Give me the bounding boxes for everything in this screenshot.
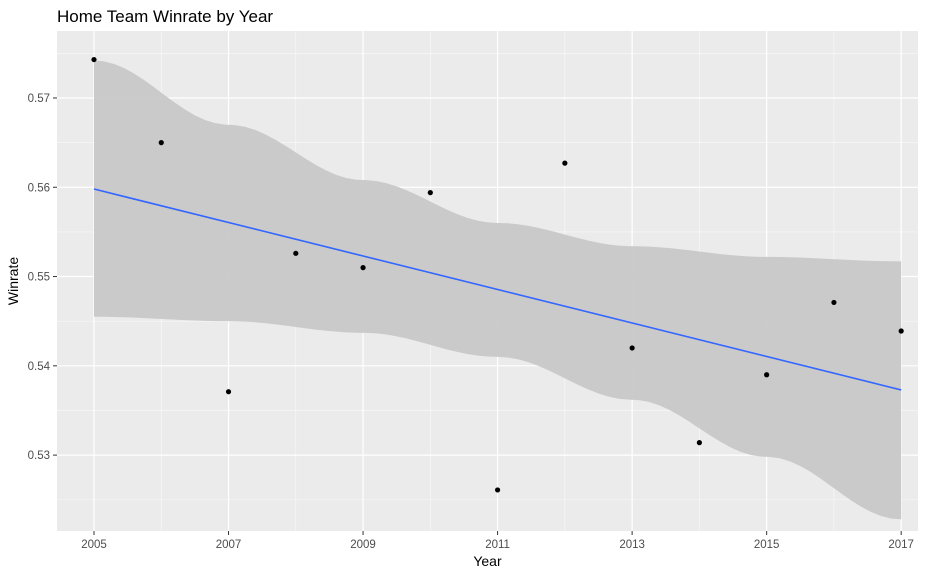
chart-title: Home Team Winrate by Year — [57, 7, 273, 26]
data-point — [898, 328, 904, 334]
data-point — [562, 160, 568, 166]
data-point — [494, 487, 501, 493]
x-tick-label: 2013 — [619, 539, 645, 551]
trend-line — [93, 188, 902, 391]
x-axis-title: Year — [473, 553, 502, 569]
data-point — [225, 389, 232, 395]
x-tick-label: 2015 — [754, 539, 780, 551]
x-tick-label: 2009 — [350, 539, 376, 551]
y-axis-title: Winrate — [5, 257, 21, 305]
x-axis-ticks: 2005 2007 2009 2011 2013 2015 2017 — [81, 531, 914, 551]
data-point — [91, 56, 97, 63]
x-tick-label: 2007 — [216, 539, 242, 551]
y-tick-label: 0.56 — [28, 182, 50, 194]
data-point — [427, 190, 433, 196]
x-tick-label: 2005 — [81, 539, 107, 551]
data-point — [293, 250, 299, 256]
data-point — [158, 140, 164, 146]
data-points — [91, 56, 904, 493]
data-point — [696, 440, 702, 446]
y-tick-label: 0.53 — [28, 450, 50, 462]
y-tick-label: 0.55 — [28, 272, 50, 284]
y-axis-ticks: 0.53 0.54 0.55 0.56 0.57 — [28, 93, 57, 462]
y-tick-label: 0.57 — [28, 93, 50, 105]
data-point — [831, 299, 837, 306]
data-point — [764, 372, 770, 378]
x-tick-label: 2017 — [888, 539, 914, 551]
data-point — [629, 345, 635, 351]
x-tick-label: 2011 — [485, 539, 510, 551]
y-tick-label: 0.54 — [28, 361, 51, 373]
data-point — [360, 265, 366, 271]
